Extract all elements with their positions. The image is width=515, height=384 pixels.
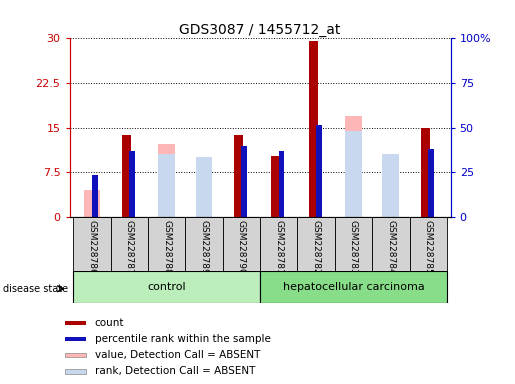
Text: rank, Detection Call = ABSENT: rank, Detection Call = ABSENT — [95, 366, 255, 376]
Text: GSM228787: GSM228787 — [125, 220, 134, 275]
Text: GSM228785: GSM228785 — [424, 220, 433, 275]
Title: GDS3087 / 1455712_at: GDS3087 / 1455712_at — [179, 23, 341, 37]
Text: value, Detection Call = ABSENT: value, Detection Call = ABSENT — [95, 350, 260, 360]
Bar — [383, 154, 399, 217]
Bar — [73, 217, 111, 271]
Bar — [316, 125, 322, 217]
Bar — [111, 217, 148, 271]
Text: GSM228781: GSM228781 — [274, 220, 283, 275]
Bar — [279, 152, 284, 217]
Text: GSM228784: GSM228784 — [386, 220, 396, 274]
Bar — [345, 116, 362, 217]
Bar — [421, 127, 430, 217]
Bar — [222, 217, 260, 271]
Bar — [234, 135, 243, 217]
Bar — [242, 146, 247, 217]
Bar — [409, 217, 447, 271]
Bar — [73, 271, 260, 303]
Bar — [65, 337, 85, 341]
Bar — [372, 217, 409, 271]
Text: GSM228789: GSM228789 — [199, 220, 209, 275]
Bar — [308, 41, 318, 217]
Bar — [260, 271, 447, 303]
Bar — [271, 156, 281, 217]
Bar — [129, 152, 135, 217]
Bar — [428, 149, 434, 217]
Bar — [65, 369, 85, 374]
Bar — [298, 217, 335, 271]
Bar — [196, 157, 212, 217]
Text: GSM228782: GSM228782 — [312, 220, 321, 274]
Text: percentile rank within the sample: percentile rank within the sample — [95, 334, 271, 344]
Text: GSM228786: GSM228786 — [88, 220, 96, 275]
Text: GSM228788: GSM228788 — [162, 220, 171, 275]
Bar — [383, 164, 399, 217]
Text: GSM228783: GSM228783 — [349, 220, 358, 275]
Text: hepatocellular carcinoma: hepatocellular carcinoma — [283, 282, 424, 292]
Text: GSM228790: GSM228790 — [237, 220, 246, 275]
Bar — [335, 217, 372, 271]
Bar — [83, 190, 100, 217]
Bar — [260, 217, 298, 271]
Bar — [92, 175, 97, 217]
Bar — [65, 321, 85, 325]
Text: control: control — [147, 282, 186, 292]
Bar — [65, 353, 85, 358]
Bar — [345, 131, 362, 217]
Bar — [185, 217, 222, 271]
Bar — [158, 144, 175, 217]
Bar — [148, 217, 185, 271]
Text: disease state: disease state — [3, 284, 67, 294]
Text: count: count — [95, 318, 124, 328]
Bar — [158, 154, 175, 217]
Bar — [122, 135, 131, 217]
